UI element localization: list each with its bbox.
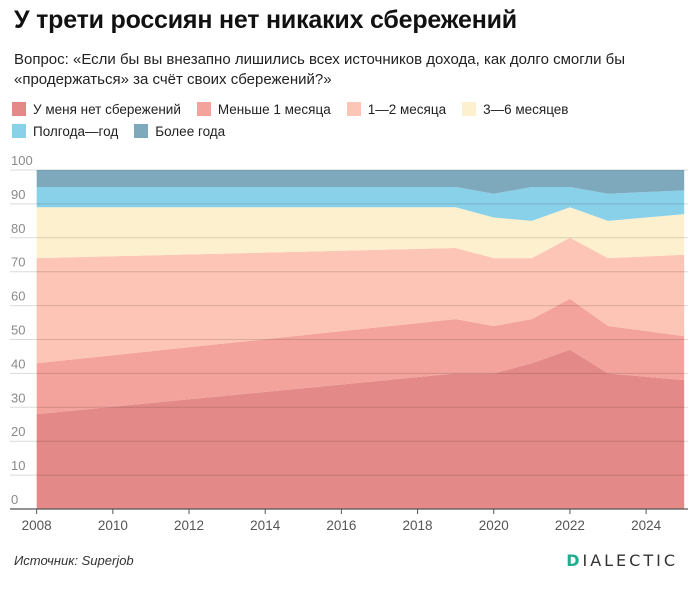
y-tick-label: 100 bbox=[11, 153, 33, 168]
x-tick-label: 2014 bbox=[250, 518, 281, 533]
y-tick-label: 80 bbox=[11, 221, 25, 236]
legend-swatch bbox=[134, 124, 149, 138]
x-tick-label: 2022 bbox=[555, 518, 585, 533]
legend-item: Меньше 1 месяца bbox=[196, 99, 331, 119]
legend-swatch bbox=[346, 102, 361, 116]
x-tick-label: 2012 bbox=[174, 518, 204, 533]
x-tick-label: 2024 bbox=[631, 518, 662, 533]
y-tick-label: 30 bbox=[11, 390, 25, 405]
area-series bbox=[36, 237, 685, 364]
legend-label: 3—6 месяцев bbox=[483, 101, 569, 117]
legend-label: Полгода—год bbox=[33, 123, 119, 139]
area-series bbox=[36, 298, 685, 415]
legend-item: 1—2 месяца bbox=[346, 99, 447, 119]
legend-item: У меня нет сбережений bbox=[12, 99, 181, 119]
chart-subtitle: Вопрос: «Если бы вы внезапно лишились вс… bbox=[14, 51, 626, 88]
y-tick-label: 40 bbox=[11, 356, 25, 371]
source-name: Superjob bbox=[81, 553, 134, 568]
x-tick-label: 2020 bbox=[479, 518, 509, 533]
legend-item: 3—6 месяцев bbox=[462, 99, 568, 119]
legend-label: У меня нет сбережений bbox=[33, 101, 181, 117]
legend-swatch bbox=[196, 102, 211, 116]
legend-label: Меньше 1 месяца bbox=[217, 101, 331, 117]
logo-first-letter: D bbox=[566, 551, 583, 570]
area-series bbox=[36, 170, 685, 194]
x-tick-label: 2018 bbox=[403, 518, 433, 533]
y-tick-label: 60 bbox=[11, 289, 25, 304]
legend-item: Более года bbox=[134, 121, 225, 141]
y-tick-label: 90 bbox=[11, 187, 25, 202]
chart-title: У трети россиян нет никаких сбережений bbox=[14, 6, 517, 34]
x-tick-label: 2010 bbox=[98, 518, 128, 533]
legend-swatch bbox=[12, 102, 26, 116]
legend: У меня нет сбережений Меньше 1 месяца 1—2 … bbox=[12, 99, 688, 141]
area-series bbox=[36, 207, 685, 259]
y-tick-label: 0 bbox=[11, 492, 18, 507]
y-tick-label: 70 bbox=[11, 255, 25, 270]
area-series bbox=[36, 349, 685, 509]
dialectic-logo: DIALECTIC bbox=[566, 551, 678, 570]
x-tick-label: 2016 bbox=[326, 518, 356, 533]
source-note: Источник: Superjob bbox=[14, 553, 134, 568]
logo-rest: IALECTIC bbox=[582, 551, 678, 570]
legend-label: 1—2 месяца bbox=[367, 101, 447, 117]
stacked-area-chart: 0 10 20 30 40 50 60 70 80 90 100 2008 2010 2012 2014 20… bbox=[10, 153, 688, 533]
source-label: Источник: bbox=[14, 553, 78, 568]
legend-label: Более года bbox=[155, 123, 226, 139]
legend-swatch bbox=[12, 124, 26, 138]
y-tick-label: 50 bbox=[11, 323, 25, 338]
area-series bbox=[36, 186, 685, 221]
y-tick-label: 20 bbox=[11, 424, 25, 439]
legend-item: Полгода—год bbox=[12, 121, 118, 141]
y-tick-label: 10 bbox=[11, 458, 25, 473]
x-tick-label: 2008 bbox=[22, 518, 52, 533]
legend-swatch bbox=[462, 102, 477, 116]
